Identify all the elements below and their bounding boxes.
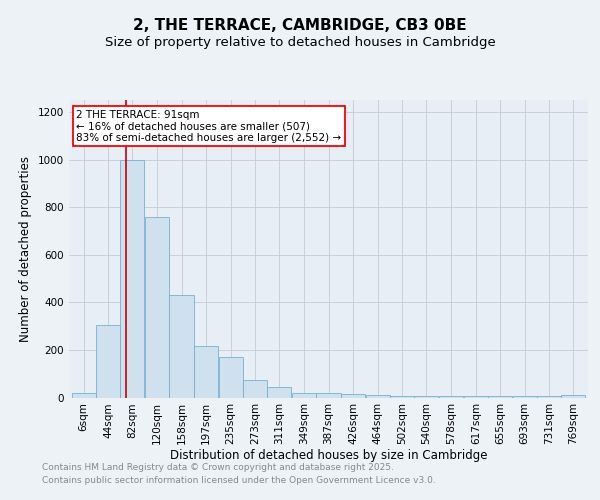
Bar	[218, 357, 242, 398]
Bar	[194, 346, 218, 398]
X-axis label: Distribution of detached houses by size in Cambridge: Distribution of detached houses by size …	[170, 448, 487, 462]
Bar	[488, 396, 512, 398]
Bar	[562, 395, 586, 398]
Bar	[292, 392, 316, 398]
Bar	[316, 392, 341, 398]
Text: Contains HM Land Registry data © Crown copyright and database right 2025.: Contains HM Land Registry data © Crown c…	[42, 464, 394, 472]
Bar	[390, 396, 414, 398]
Bar	[439, 396, 463, 398]
Bar	[365, 395, 389, 398]
Bar	[537, 396, 561, 398]
Bar	[415, 396, 439, 398]
Y-axis label: Number of detached properties: Number of detached properties	[19, 156, 32, 342]
Text: 2, THE TERRACE, CAMBRIDGE, CB3 0BE: 2, THE TERRACE, CAMBRIDGE, CB3 0BE	[133, 18, 467, 32]
Bar	[512, 396, 536, 398]
Text: Contains public sector information licensed under the Open Government Licence v3: Contains public sector information licen…	[42, 476, 436, 485]
Bar	[243, 380, 267, 398]
Bar	[71, 392, 95, 398]
Text: 2 THE TERRACE: 91sqm
← 16% of detached houses are smaller (507)
83% of semi-deta: 2 THE TERRACE: 91sqm ← 16% of detached h…	[76, 110, 341, 142]
Bar	[145, 216, 169, 398]
Bar	[464, 396, 488, 398]
Text: Size of property relative to detached houses in Cambridge: Size of property relative to detached ho…	[104, 36, 496, 49]
Bar	[268, 387, 292, 398]
Bar	[121, 160, 145, 398]
Bar	[169, 295, 194, 398]
Bar	[341, 394, 365, 398]
Bar	[96, 325, 120, 398]
